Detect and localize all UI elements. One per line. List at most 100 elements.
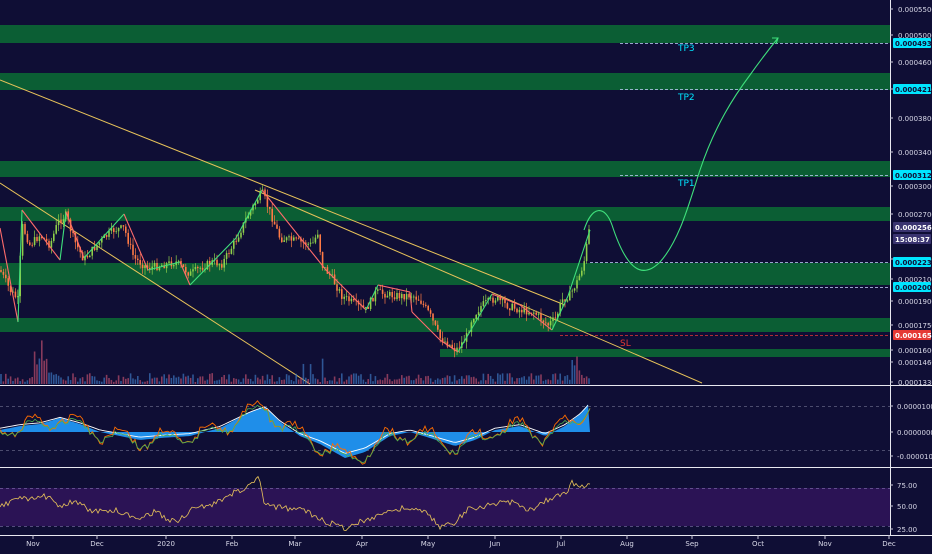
price-scale[interactable]: 0.00055000.00050000.00046000.00042000.00… [890, 0, 932, 535]
volume-bar [321, 358, 324, 384]
candle-body [151, 266, 153, 270]
volume-bar [453, 375, 456, 384]
candle-body [367, 306, 369, 309]
volume-bar [233, 378, 235, 384]
volume-bar [451, 381, 453, 384]
volume-bar [552, 374, 554, 384]
volume-bar [213, 380, 216, 384]
time-tick-label: Nov [818, 540, 832, 548]
volume-bar [518, 377, 521, 384]
candle-body [573, 288, 576, 291]
volume-bar [175, 377, 177, 384]
zigzag-segment [551, 295, 569, 331]
volume-bar [386, 373, 389, 384]
volume-bar [535, 375, 537, 384]
candle-body [333, 274, 336, 285]
volume-bar [74, 377, 77, 384]
candle-body [113, 228, 115, 233]
volume-bar [410, 380, 413, 384]
zigzag-segment [65, 211, 85, 259]
candle-body [105, 234, 108, 237]
projection-curve [583, 37, 779, 271]
volume-bar [485, 380, 487, 384]
candle-body [278, 228, 281, 238]
volume-bar [271, 375, 273, 384]
volume-bar [513, 381, 516, 384]
candle-body [549, 321, 552, 326]
volume-bar [12, 380, 14, 384]
candle-body [254, 203, 257, 206]
volume-bar [218, 379, 221, 384]
candle-body [230, 248, 233, 254]
volume-bar [98, 380, 101, 384]
zigzag-segment [17, 209, 23, 323]
candle-body [492, 297, 494, 303]
candle-body [134, 254, 137, 259]
volume-bar [458, 378, 461, 384]
oscillator-pane[interactable] [0, 400, 890, 465]
candle-body [338, 289, 341, 291]
candle-body [513, 303, 516, 309]
candle-body [564, 299, 566, 302]
volume-bar [341, 373, 343, 384]
volume-bar [537, 375, 540, 384]
volume-bar [24, 381, 26, 384]
candle-body [163, 265, 165, 269]
candle-body [504, 298, 506, 304]
candle-body [458, 347, 461, 349]
volume-bar [151, 378, 153, 384]
volume-bar [561, 380, 564, 384]
volume-bar [480, 380, 482, 384]
zone-rect [0, 263, 890, 285]
volume-bar [379, 379, 381, 384]
volume-bar [247, 378, 249, 384]
candle-body [381, 289, 384, 294]
volume-bar [326, 381, 329, 384]
volume-bar [475, 378, 477, 384]
candle-body [91, 246, 93, 256]
zigzag-segment [0, 227, 19, 323]
candle-body [552, 317, 554, 322]
volume-bar [317, 379, 319, 384]
volume-bar [221, 377, 223, 384]
zone-rect [0, 207, 890, 221]
volume-bar [545, 379, 547, 384]
candle-body [197, 266, 199, 269]
candle-body [480, 306, 482, 313]
candle-body [221, 264, 223, 268]
candle-body [542, 320, 545, 323]
candle-body [557, 313, 559, 318]
volume-bar [312, 374, 314, 384]
candle-body [117, 227, 120, 232]
osc-smooth-line [0, 404, 589, 454]
candle-body [477, 312, 480, 315]
volume-bar [89, 373, 91, 384]
candle-body [132, 244, 134, 255]
candle-body [331, 274, 333, 276]
volume-bar [557, 379, 559, 384]
candle-body [506, 303, 509, 309]
volume-bar [293, 381, 295, 384]
time-tick-label: Jun [489, 540, 501, 548]
candle-body [33, 237, 36, 245]
rsi-pane[interactable] [0, 475, 890, 532]
price-pane[interactable]: TP3 TP2 TP1 SL [0, 25, 890, 385]
time-scale[interactable]: Nov Dec 2020 Feb Mar Apr May Jun Jul Aug Sep Oct Nov… [0, 535, 932, 548]
candle-body [199, 267, 201, 269]
candle-body [77, 242, 79, 248]
volume-bar [26, 380, 29, 384]
volume-bar [333, 376, 336, 384]
volume-bar [393, 379, 396, 384]
candle-body [273, 221, 276, 225]
candle-body [26, 233, 29, 243]
candle-body [305, 242, 307, 245]
candle-body [127, 232, 129, 244]
volume-bar [177, 376, 180, 384]
candle-body [285, 237, 288, 241]
candle-body [266, 196, 269, 207]
candle-body [122, 225, 125, 227]
volume-bar [468, 375, 470, 384]
